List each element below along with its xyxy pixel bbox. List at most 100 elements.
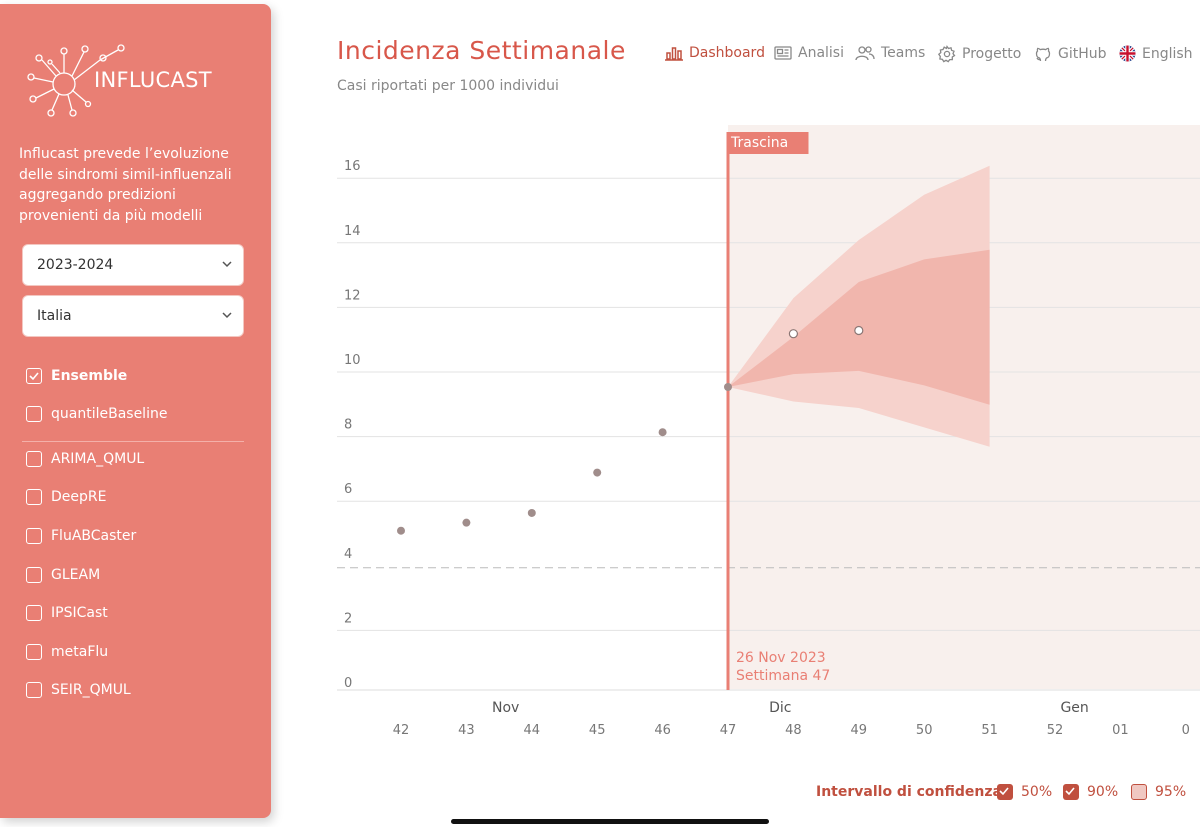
current-week-marker[interactable] bbox=[726, 132, 730, 690]
y-tick-label: 14 bbox=[344, 224, 361, 239]
observed-point bbox=[658, 428, 667, 437]
checkbox-icon[interactable] bbox=[26, 644, 42, 660]
checkbox-icon[interactable] bbox=[26, 451, 42, 467]
nav-dashboard-label: Dashboard bbox=[689, 45, 765, 61]
nav-language[interactable]: English bbox=[1119, 45, 1193, 62]
github-icon bbox=[1035, 47, 1051, 62]
confidence-interval-label: Intervallo di confidenza: bbox=[816, 784, 1008, 800]
model-checkbox-gleam[interactable]: GLEAM bbox=[26, 565, 100, 585]
season-select[interactable]: 2023-2024 bbox=[22, 244, 244, 286]
x-week-label: 01 bbox=[1112, 723, 1129, 738]
gear-icon bbox=[938, 45, 956, 63]
checkbox-icon[interactable] bbox=[26, 567, 42, 583]
observed-point bbox=[593, 468, 602, 477]
model-checkbox-arima-qmul[interactable]: ARIMA_QMUL bbox=[26, 449, 144, 469]
current-week-label: Settimana 47 bbox=[736, 668, 830, 684]
checkbox-icon[interactable] bbox=[26, 489, 42, 505]
current-date-label: 26 Nov 2023 bbox=[736, 650, 826, 666]
bar-chart-icon bbox=[665, 47, 683, 61]
y-tick-label: 8 bbox=[344, 418, 352, 433]
page-subtitle: Casi riportati per 1000 individui bbox=[337, 78, 559, 94]
nav-teams-label: Teams bbox=[881, 45, 926, 61]
y-tick-label: 16 bbox=[344, 159, 361, 174]
y-tick-label: 0 bbox=[344, 676, 352, 691]
sidebar: INFLUCAST Influcast prevede l’evoluzione… bbox=[0, 4, 271, 818]
drag-label: Trascina bbox=[730, 135, 788, 151]
model-label: Ensemble bbox=[51, 368, 128, 384]
users-icon bbox=[855, 46, 875, 61]
app-name: INFLUCAST bbox=[94, 68, 212, 92]
y-tick-label: 4 bbox=[344, 547, 352, 562]
region-select[interactable]: Italia bbox=[22, 295, 244, 337]
checkbox-icon[interactable] bbox=[1131, 784, 1147, 800]
nav-dashboard[interactable]: Dashboard bbox=[665, 45, 765, 61]
x-week-label: 48 bbox=[785, 723, 802, 738]
observed-point bbox=[397, 526, 405, 535]
forecast-point bbox=[788, 329, 798, 339]
checkbox-icon[interactable] bbox=[26, 605, 42, 621]
newspaper-icon bbox=[774, 46, 792, 60]
checkbox-icon[interactable] bbox=[26, 682, 42, 698]
nav-progetto-label: Progetto bbox=[962, 46, 1022, 62]
model-label: ARIMA_QMUL bbox=[51, 451, 145, 467]
x-week-label: 0 bbox=[1182, 723, 1190, 738]
drag-handle[interactable] bbox=[726, 132, 809, 154]
model-checkbox-ensemble[interactable]: Ensemble bbox=[26, 366, 127, 386]
observed-point bbox=[724, 382, 732, 391]
model-label: GLEAM bbox=[51, 567, 101, 583]
app-description: Influcast prevede l’evoluzione delle sin… bbox=[19, 146, 232, 224]
model-label: IPSICast bbox=[51, 605, 108, 621]
ci-50-toggle[interactable]: 50% bbox=[997, 784, 1052, 800]
x-month-label: Dic bbox=[769, 700, 791, 716]
ci-90-label: 90% bbox=[1087, 784, 1119, 800]
nav-progetto[interactable]: Progetto bbox=[938, 45, 1021, 63]
checkbox-checked-icon[interactable] bbox=[1063, 784, 1079, 800]
model-checkbox-quantilebaseline[interactable]: quantileBaseline bbox=[26, 404, 167, 424]
divider bbox=[22, 441, 244, 442]
chevron-down-icon bbox=[222, 312, 232, 319]
ci-50-label: 50% bbox=[1021, 784, 1053, 800]
nav-teams[interactable]: Teams bbox=[855, 45, 925, 61]
x-week-label: 47 bbox=[720, 723, 737, 738]
x-month-label: Nov bbox=[492, 700, 519, 716]
logo[interactable]: INFLUCAST bbox=[24, 38, 244, 118]
x-week-label: 43 bbox=[458, 723, 475, 738]
nav-analisi[interactable]: Analisi bbox=[774, 45, 844, 61]
model-checkbox-seir-qmul[interactable]: SEIR_QMUL bbox=[26, 680, 131, 700]
x-week-label: 46 bbox=[654, 723, 671, 738]
uk-flag-icon bbox=[1119, 45, 1136, 62]
model-checkbox-fluabcaster[interactable]: FluABCaster bbox=[26, 526, 136, 546]
model-checkbox-metaflu[interactable]: metaFlu bbox=[26, 642, 108, 662]
x-month-label: Gen bbox=[1060, 700, 1088, 716]
checkbox-icon[interactable] bbox=[26, 406, 42, 422]
observed-point bbox=[462, 518, 471, 527]
forecast-point bbox=[854, 325, 864, 336]
ci-95-label: 95% bbox=[1155, 784, 1187, 800]
nav-analisi-label: Analisi bbox=[798, 45, 844, 61]
network-logo-icon bbox=[27, 44, 125, 117]
model-label: metaFlu bbox=[51, 644, 109, 660]
model-checkbox-deepre[interactable]: DeepRE bbox=[26, 487, 106, 507]
x-week-label: 44 bbox=[524, 723, 541, 738]
checkbox-icon[interactable] bbox=[26, 528, 42, 544]
checkbox-checked-icon[interactable] bbox=[26, 368, 42, 384]
ci-90-toggle[interactable]: 90% bbox=[1063, 784, 1118, 800]
nav-github[interactable]: GitHub bbox=[1034, 45, 1107, 63]
home-indicator bbox=[451, 819, 769, 824]
ci-95-toggle[interactable]: 95% bbox=[1131, 784, 1186, 800]
x-week-label: 42 bbox=[393, 723, 410, 738]
observed-point bbox=[527, 508, 536, 517]
model-checkbox-ipsicast[interactable]: IPSICast bbox=[26, 603, 108, 623]
page-title: Incidenza Settimanale bbox=[337, 36, 626, 65]
model-label: DeepRE bbox=[51, 489, 107, 505]
model-label: SEIR_QMUL bbox=[51, 682, 131, 698]
checkbox-checked-icon[interactable] bbox=[997, 784, 1013, 800]
season-value: 2023-2024 bbox=[37, 257, 114, 273]
x-week-label: 51 bbox=[981, 723, 998, 738]
y-tick-label: 2 bbox=[344, 611, 352, 626]
y-tick-label: 10 bbox=[344, 353, 361, 368]
nav-github-label: GitHub bbox=[1058, 46, 1107, 62]
x-week-label: 52 bbox=[1047, 723, 1064, 738]
nav-english-label: English bbox=[1142, 45, 1193, 62]
